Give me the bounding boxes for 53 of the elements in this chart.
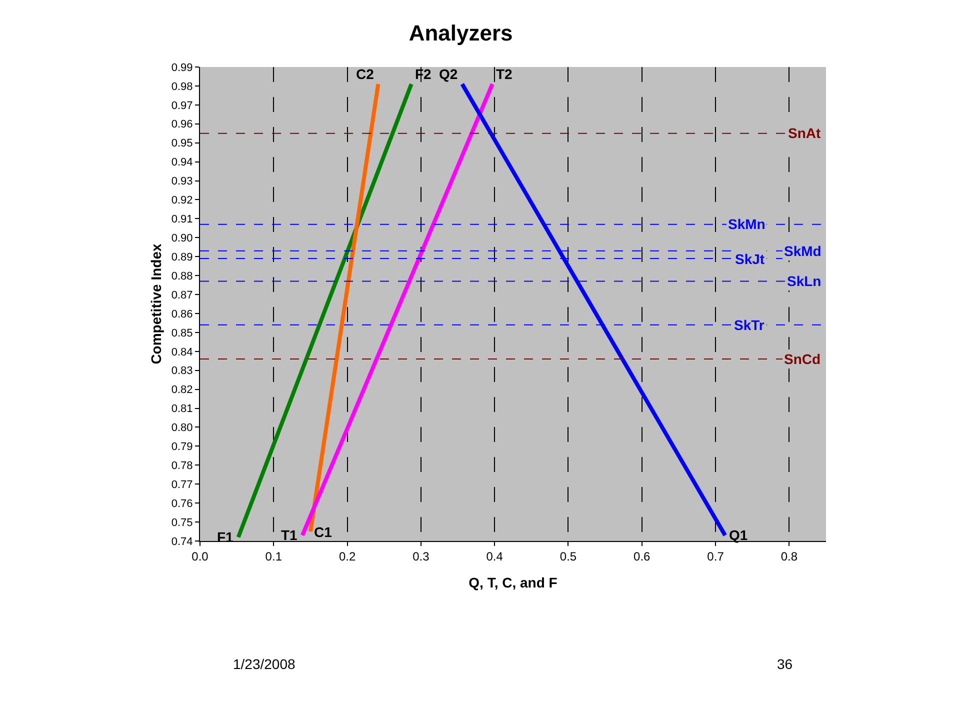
y-tick-label: 0.95 (171, 138, 193, 150)
y-tick-label: 0.83 (171, 365, 193, 378)
annotation: Q1 (729, 527, 748, 543)
y-tick-label: 0.80 (171, 422, 193, 434)
ref-line-label: SkTr (734, 317, 765, 333)
chart-title: Analyzers (408, 20, 513, 46)
annotation: C2 (356, 66, 374, 82)
x-tick-label: 0.2 (338, 549, 356, 564)
y-tick-label: 0.89 (171, 251, 193, 264)
y-tick-label: 0.84 (171, 346, 193, 358)
ref-line-label: SkJt (735, 251, 765, 267)
x-tick-label: 0.5 (560, 549, 577, 564)
y-tick-label: 0.82 (171, 384, 193, 396)
y-tick-label: 0.86 (171, 308, 193, 320)
ref-line-label: SkLn (787, 273, 822, 289)
y-tick-label: 0.77 (171, 478, 193, 491)
y-axis-title: Competitive Index (148, 244, 164, 364)
ref-line-label: SkMn (728, 216, 766, 232)
text: 36 (777, 656, 793, 672)
x-tick-label: 0.6 (634, 549, 651, 564)
y-tick-label: 0.79 (171, 441, 193, 454)
annotation: Q2 (439, 66, 458, 82)
y-tick-label: 0.96 (171, 118, 193, 131)
ref-line-label: SkMd (784, 243, 822, 259)
y-tick-label: 0.75 (171, 516, 193, 529)
y-tick-label: 0.87 (171, 289, 193, 302)
ref-line-label: SnAt (788, 125, 821, 141)
y-tick-label: 0.91 (171, 214, 193, 226)
y-tick-label: 0.97 (171, 100, 193, 112)
y-tick-label: 0.98 (171, 80, 193, 93)
text: 1/23/2008 (233, 656, 296, 672)
x-axis-title: Q, T, C, and F (468, 574, 558, 591)
y-tick-label: 0.94 (171, 156, 193, 169)
y-tick-label: 0.76 (171, 498, 193, 510)
annotation: T2 (496, 66, 513, 82)
x-tick-label: 0.1 (265, 549, 282, 564)
annotation: T1 (281, 527, 298, 543)
y-tick-label: 0.88 (171, 270, 193, 282)
y-tick-label: 0.99 (171, 62, 193, 74)
y-tick-label: 0.90 (171, 232, 193, 244)
annotation: C1 (314, 524, 332, 540)
x-tick-label: 0.0 (192, 549, 209, 564)
y-tick-label: 0.92 (171, 194, 193, 207)
y-tick-label: 0.74 (171, 536, 193, 548)
x-tick-label: 0.7 (707, 549, 724, 564)
y-tick-label: 0.78 (171, 460, 193, 472)
y-tick-label: 0.81 (171, 403, 193, 416)
y-tick-label: 0.85 (171, 327, 193, 340)
y-tick-label: 0.93 (171, 176, 193, 188)
x-tick-label: 0.4 (486, 549, 504, 564)
x-tick-label: 0.8 (780, 549, 798, 564)
ref-line-label: SnCd (784, 351, 821, 367)
x-tick-label: 0.3 (412, 549, 430, 564)
